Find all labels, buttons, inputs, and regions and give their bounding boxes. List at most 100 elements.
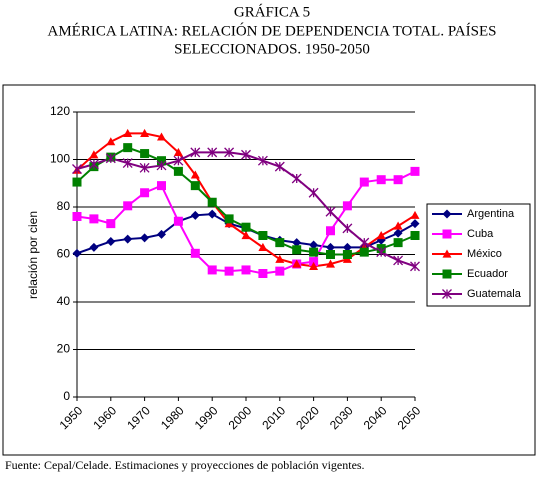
- marker: [376, 175, 386, 185]
- marker: [207, 265, 217, 275]
- marker: [173, 166, 183, 176]
- marker: [106, 219, 116, 229]
- marker: [106, 137, 116, 146]
- marker: [292, 245, 302, 255]
- marker: [224, 147, 235, 158]
- marker: [410, 166, 420, 176]
- marker: [173, 216, 183, 226]
- marker: [359, 247, 369, 257]
- marker: [393, 221, 403, 230]
- y-axis-label: relación por cien: [26, 211, 40, 299]
- marker: [106, 236, 116, 246]
- marker: [393, 255, 404, 266]
- marker: [309, 240, 319, 250]
- chart-subtitle: AMÉRICA LATINA: RELACIÓN DE DEPENDENCIA …: [48, 22, 497, 39]
- x-tick-label: 2020: [293, 403, 322, 432]
- marker: [157, 229, 166, 239]
- marker: [139, 162, 150, 173]
- marker: [258, 231, 268, 240]
- y-tick-label: 20: [57, 342, 71, 356]
- marker: [275, 266, 285, 276]
- marker: [207, 147, 218, 158]
- marker: [157, 181, 166, 191]
- marker: [258, 269, 268, 278]
- marker: [88, 159, 99, 170]
- marker: [291, 173, 302, 184]
- legend-label: Ecuador: [467, 268, 508, 280]
- marker: [442, 209, 452, 219]
- marker: [257, 155, 268, 166]
- marker: [342, 250, 352, 259]
- marker: [157, 156, 166, 166]
- x-tick-label: 2050: [395, 403, 424, 432]
- marker: [190, 170, 200, 179]
- x-tick-label: 2010: [259, 403, 288, 432]
- marker: [122, 158, 133, 169]
- marker: [207, 209, 217, 219]
- marker: [140, 149, 150, 159]
- marker: [190, 181, 200, 191]
- marker: [442, 249, 452, 258]
- marker: [275, 238, 285, 248]
- y-tick-label: 60: [57, 247, 71, 261]
- marker: [140, 128, 150, 137]
- marker: [393, 175, 403, 185]
- marker: [89, 150, 99, 159]
- legend-label: México: [467, 248, 502, 260]
- marker: [190, 147, 201, 158]
- legend-label: Guatemala: [467, 288, 522, 300]
- marker: [72, 248, 82, 258]
- marker: [241, 222, 251, 232]
- x-tick-label: 2030: [327, 403, 356, 432]
- marker: [326, 242, 335, 252]
- marker: [342, 201, 352, 211]
- marker: [72, 164, 82, 174]
- marker: [72, 177, 82, 187]
- marker: [326, 226, 335, 236]
- marker: [140, 188, 150, 198]
- marker: [292, 259, 302, 268]
- marker: [309, 247, 319, 257]
- marker: [241, 265, 251, 275]
- marker: [89, 242, 99, 252]
- marker: [359, 177, 369, 187]
- marker: [393, 228, 403, 238]
- marker: [309, 261, 319, 270]
- y-tick-label: 120: [50, 104, 70, 118]
- marker: [275, 254, 285, 263]
- chart-title: GRÁFICA 5: [234, 3, 310, 20]
- marker: [308, 187, 319, 198]
- marker: [442, 269, 452, 279]
- marker: [342, 223, 353, 234]
- series-line: [76, 170, 416, 275]
- marker: [274, 161, 285, 172]
- marker: [241, 149, 251, 160]
- marker: [410, 261, 420, 272]
- y-tick-label: 0: [63, 389, 70, 403]
- marker: [123, 128, 133, 137]
- marker: [224, 266, 234, 276]
- x-tick-label: 2000: [226, 403, 255, 432]
- marker: [376, 247, 387, 258]
- marker: [224, 214, 234, 224]
- marker: [442, 229, 452, 239]
- marker: [105, 153, 116, 164]
- y-tick-label: 100: [50, 152, 70, 166]
- y-tick-label: 40: [57, 294, 71, 308]
- marker: [190, 248, 200, 258]
- marker: [410, 231, 420, 240]
- marker: [123, 201, 133, 211]
- marker: [123, 143, 133, 153]
- marker: [156, 160, 167, 171]
- marker: [342, 242, 352, 252]
- marker: [258, 242, 268, 251]
- marker: [326, 250, 335, 259]
- legend-label: Argentina: [467, 208, 515, 220]
- marker: [325, 206, 336, 217]
- source-note: Fuente: Cepal/Celade. Estimaciones y pro…: [5, 458, 365, 472]
- marker: [326, 259, 335, 268]
- marker: [190, 210, 200, 220]
- marker: [292, 238, 302, 248]
- marker: [241, 231, 251, 240]
